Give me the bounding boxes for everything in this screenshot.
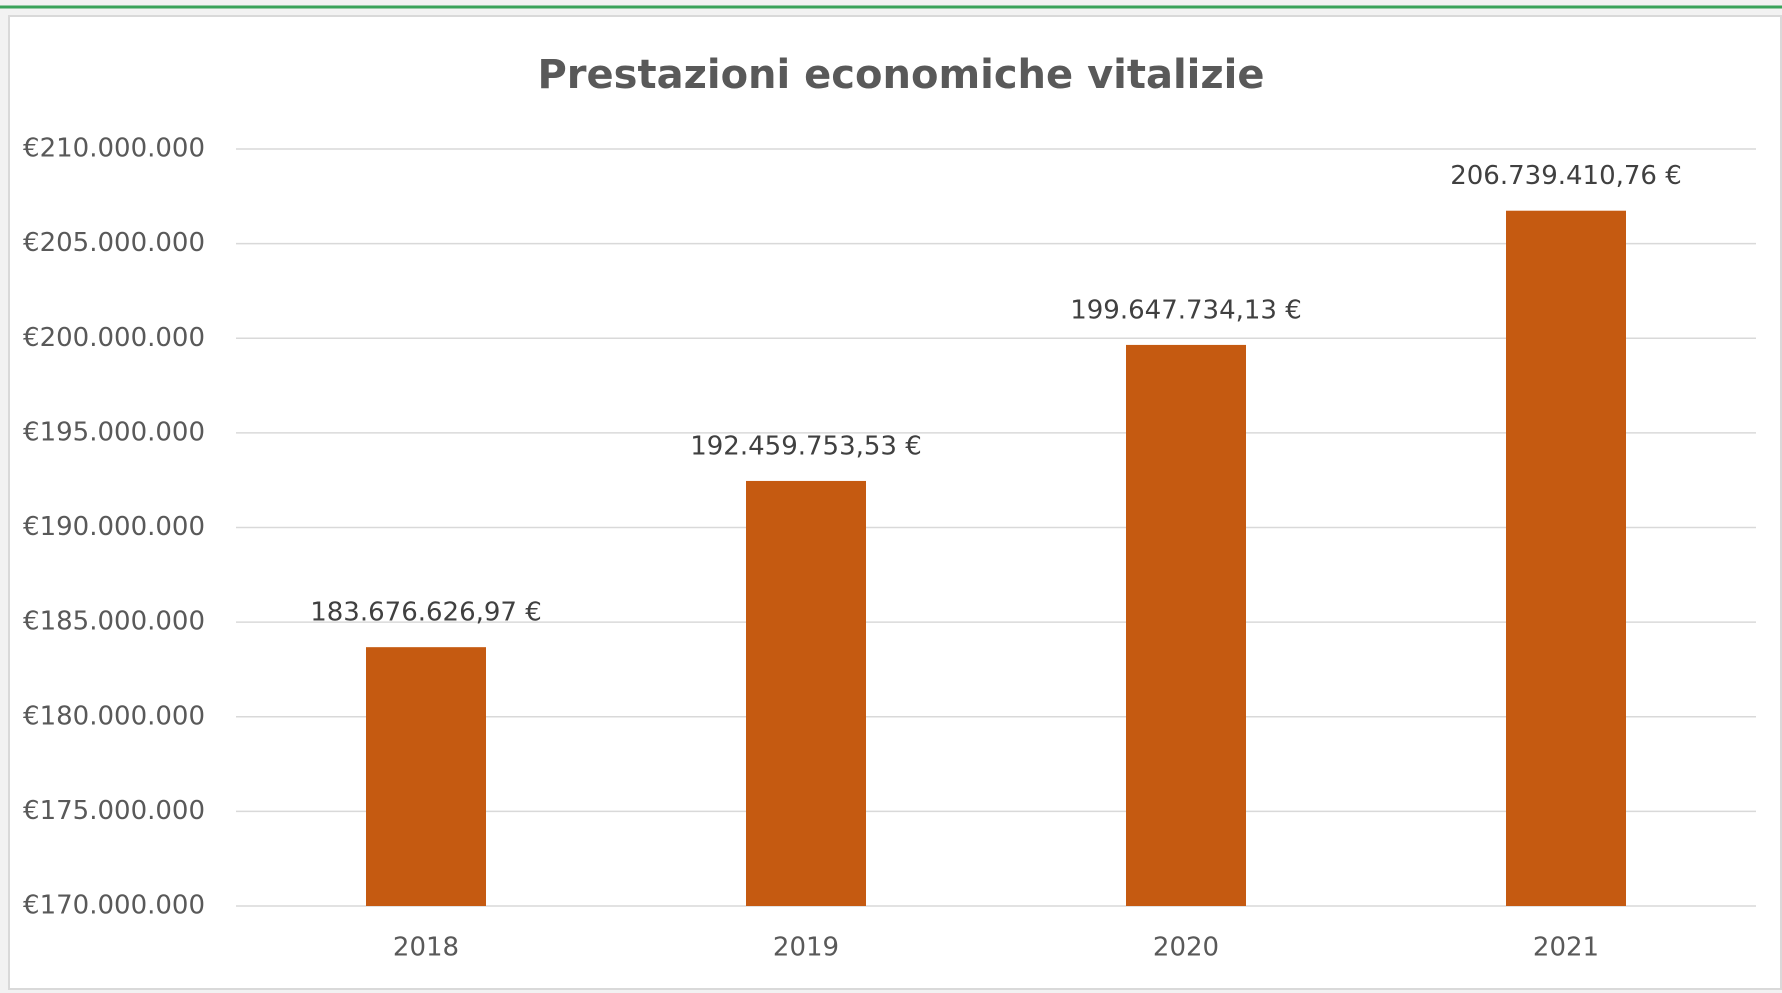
y-tick-label: €175.000.000 <box>23 796 205 826</box>
y-tick-label: €180.000.000 <box>23 701 205 731</box>
y-tick-label: €170.000.000 <box>23 891 205 921</box>
chart-area <box>8 15 1782 990</box>
x-tick-label: 2018 <box>393 933 459 963</box>
chart-title: Prestazioni economiche vitalizie <box>537 52 1264 98</box>
bar <box>1506 210 1626 906</box>
x-tick-label: 2019 <box>773 933 839 963</box>
y-tick-label: €200.000.000 <box>23 323 205 353</box>
data-label: 192.459.753,53 € <box>690 431 922 461</box>
data-label: 183.676.626,97 € <box>310 598 542 628</box>
bar <box>1126 344 1246 906</box>
y-tick-label: €190.000.000 <box>23 512 205 542</box>
data-label: 199.647.734,13 € <box>1070 295 1302 325</box>
y-tick-label: €210.000.000 <box>23 134 205 164</box>
data-label: 206.739.410,76 € <box>1450 161 1682 191</box>
y-tick-label: €195.000.000 <box>23 417 205 447</box>
bar <box>366 647 486 906</box>
x-tick-label: 2020 <box>1153 933 1219 963</box>
x-tick-label: 2021 <box>1533 933 1599 963</box>
y-tick-label: €185.000.000 <box>23 607 205 637</box>
y-tick-label: €205.000.000 <box>23 228 205 258</box>
bar <box>746 480 866 906</box>
